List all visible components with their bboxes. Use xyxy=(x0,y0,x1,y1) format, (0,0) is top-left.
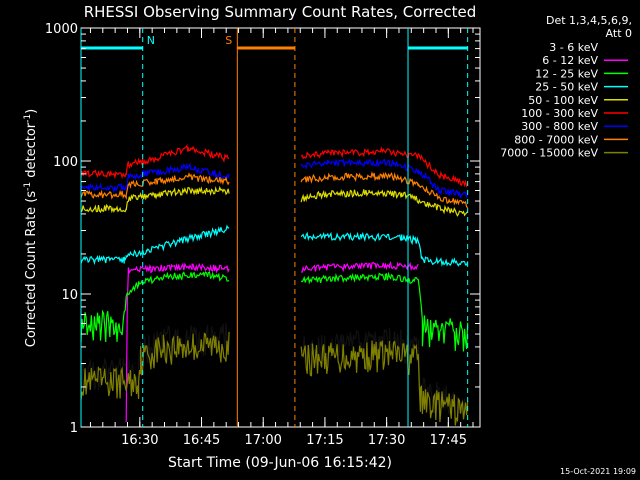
x-tick-label: 17:00 xyxy=(244,433,281,448)
series-7000-15000-kev xyxy=(80,331,469,426)
tick-layer: 16:30 16:45 17:00 17:15 17:30 17:45 1 10 100 1000 xyxy=(45,22,480,448)
series-800-7000-kev xyxy=(80,170,469,209)
series-100-300-kev xyxy=(80,144,469,188)
x-tick-label: 16:30 xyxy=(121,433,158,448)
x-tick-label: 17:45 xyxy=(430,433,467,448)
legend-entry-label: 3 - 6 keV xyxy=(549,41,598,54)
legend-entry-label: 300 - 800 keV xyxy=(521,120,598,133)
y-axis-label: Corrected Count Rate (s-1 detector-1) xyxy=(23,109,39,347)
marker-label-1: S xyxy=(225,34,232,47)
x-tick-label: 17:30 xyxy=(368,433,405,448)
y-tick-label: 10 xyxy=(61,288,78,303)
legend-entry-label: 12 - 25 keV xyxy=(535,67,598,80)
legend-entry-label: 100 - 300 keV xyxy=(521,107,598,120)
series-12-25-kev xyxy=(80,271,469,352)
legend-entry-label: 7000 - 15000 keV xyxy=(500,147,598,160)
legend-entry-label: 800 - 7000 keV xyxy=(514,133,598,146)
y-tick-label: 1000 xyxy=(45,22,78,37)
series-50-100-kev xyxy=(80,185,469,217)
y-tick-label: 100 xyxy=(53,155,78,170)
legend-entry-label: 6 - 12 keV xyxy=(542,54,598,67)
x-axis-label: Start Time (09-Jun-06 16:15:42) xyxy=(168,455,392,471)
series-25-50-kev xyxy=(80,224,469,267)
marker-label-0: N xyxy=(147,34,155,47)
y-tick-label: 1 xyxy=(70,421,78,436)
series-300-800-kev xyxy=(80,158,469,198)
legend-entry-label: 50 - 100 keV xyxy=(528,94,598,107)
x-tick-label: 16:45 xyxy=(183,433,220,448)
x-tick-label: 17:15 xyxy=(306,433,343,448)
chart-title: RHESSI Observing Summary Count Rates, Co… xyxy=(84,3,477,21)
legend-entry-label: 25 - 50 keV xyxy=(535,81,598,94)
timestamp: 15-Oct-2021 19:09 xyxy=(560,467,636,476)
legend-title-2: Att 0 xyxy=(606,27,632,40)
series-layer xyxy=(80,144,469,426)
series-6-12-kev xyxy=(125,261,419,423)
legend-title-1: Det 1,3,4,5,6,9, xyxy=(546,14,632,27)
